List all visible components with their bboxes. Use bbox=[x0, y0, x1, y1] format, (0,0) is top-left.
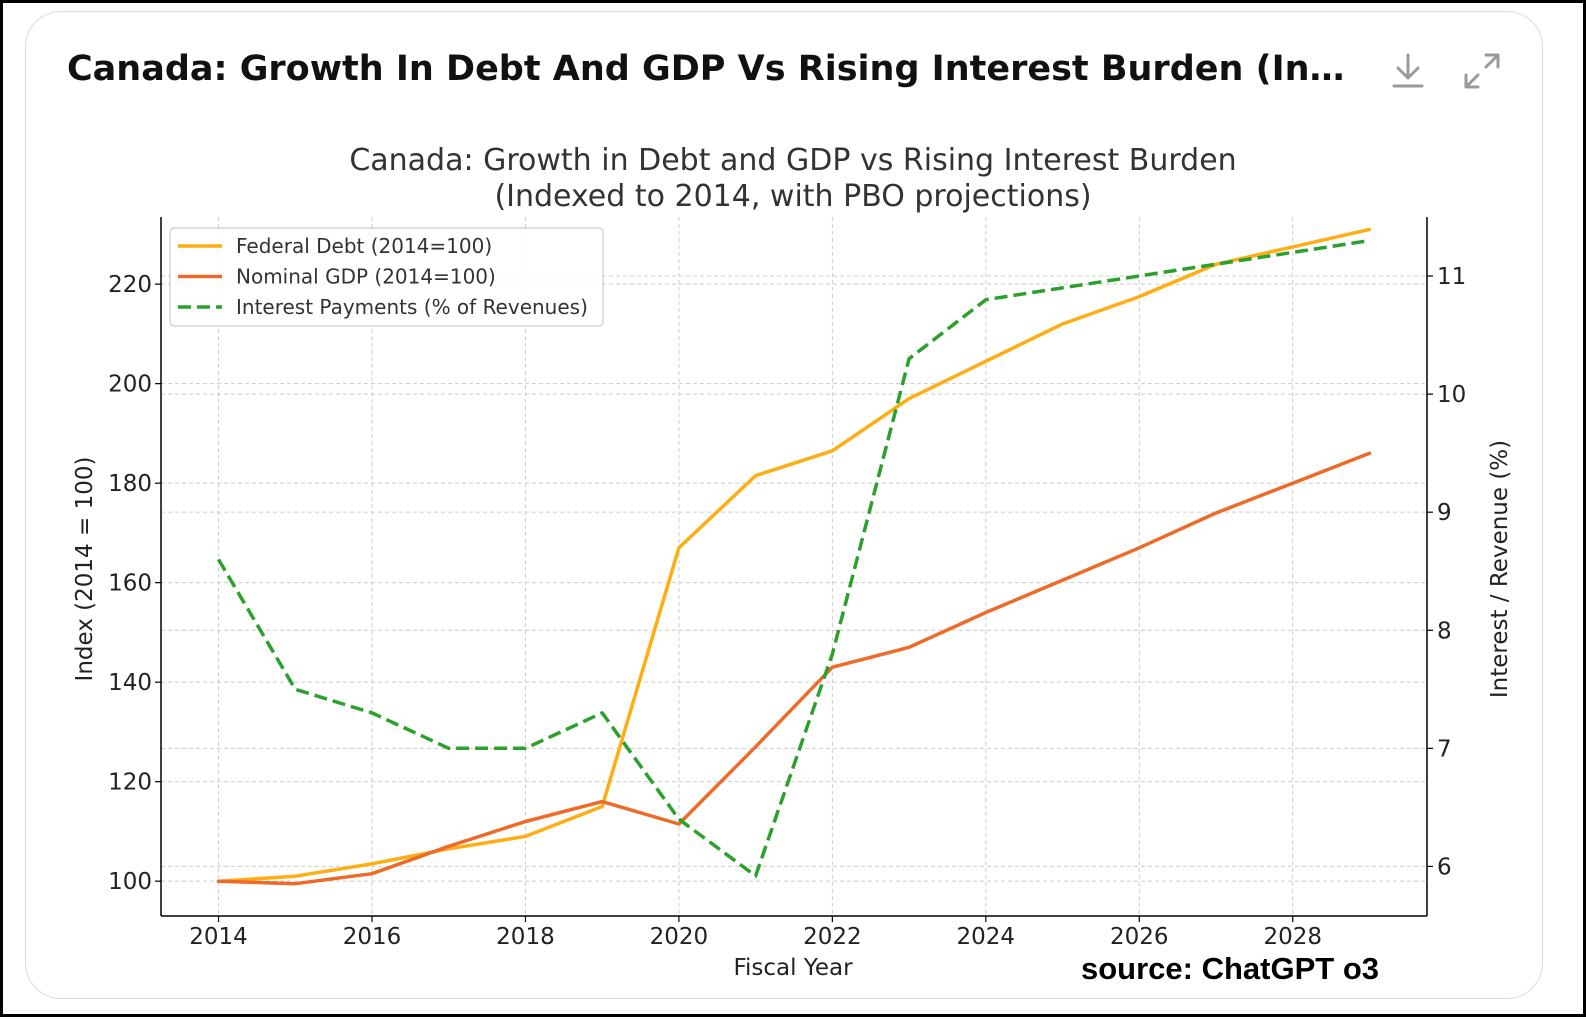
y-tick-label: 160 bbox=[108, 571, 152, 597]
x-tick-label: 2028 bbox=[1263, 924, 1322, 950]
legend-label: Federal Debt (2014=100) bbox=[236, 234, 492, 258]
y2-tick-label: 9 bbox=[1437, 500, 1452, 526]
y-tick-label: 200 bbox=[108, 372, 152, 398]
x-tick-label: 2020 bbox=[650, 924, 709, 950]
x-tick-label: 2022 bbox=[803, 924, 862, 950]
y-tick-label: 120 bbox=[108, 770, 152, 796]
x-axis-label: Fiscal Year bbox=[733, 955, 853, 981]
y2-tick-label: 6 bbox=[1437, 854, 1452, 880]
x-tick-label: 2026 bbox=[1110, 924, 1169, 950]
x-tick-label: 2024 bbox=[957, 924, 1016, 950]
legend-label: Interest Payments (% of Revenues) bbox=[236, 295, 588, 319]
grid bbox=[161, 217, 1427, 916]
chart-title: Canada: Growth in Debt and GDP vs Rising… bbox=[349, 143, 1236, 178]
federal-debt-line bbox=[216, 227, 1372, 883]
y2-tick-label: 10 bbox=[1437, 382, 1466, 408]
expand-icon[interactable] bbox=[1460, 49, 1504, 93]
y-axis-label: Index (2014 = 100) bbox=[72, 457, 98, 682]
interest-payments-line bbox=[216, 238, 1370, 878]
y-tick-label: 220 bbox=[108, 272, 152, 298]
download-icon[interactable] bbox=[1386, 49, 1430, 93]
legend: Federal Debt (2014=100) Nominal GDP (2014… bbox=[169, 227, 604, 327]
y-tick-label: 180 bbox=[108, 471, 152, 497]
chart-subtitle: (Indexed to 2014, with PBO projections) bbox=[494, 179, 1091, 214]
x-tick-label: 2014 bbox=[189, 924, 248, 950]
chart-card bbox=[25, 11, 1543, 999]
legend-label: Nominal GDP (2014=100) bbox=[236, 265, 496, 289]
nominal-gdp-line bbox=[216, 451, 1372, 886]
legend-box bbox=[169, 227, 604, 327]
y2-tick-label: 8 bbox=[1437, 618, 1452, 644]
y2-tick-label: 7 bbox=[1437, 736, 1452, 762]
y2-tick-label: 11 bbox=[1437, 264, 1466, 290]
x-tick-label: 2016 bbox=[343, 924, 402, 950]
y-tick-label: 100 bbox=[108, 869, 152, 895]
line-chart: 2014 2016 2018 2020 2022 2024 2026 2028 100 120 14… bbox=[72, 143, 1513, 986]
series-layer bbox=[216, 227, 1372, 886]
x-tick-label: 2018 bbox=[496, 924, 555, 950]
y-tick-label: 140 bbox=[108, 670, 152, 696]
axes: 2014 2016 2018 2020 2022 2024 2026 2028 100 120 14… bbox=[108, 217, 1466, 950]
y2-axis-label: Interest / Revenue (%) bbox=[1487, 440, 1513, 698]
source-watermark: source: ChatGPT o3 bbox=[1081, 951, 1379, 986]
